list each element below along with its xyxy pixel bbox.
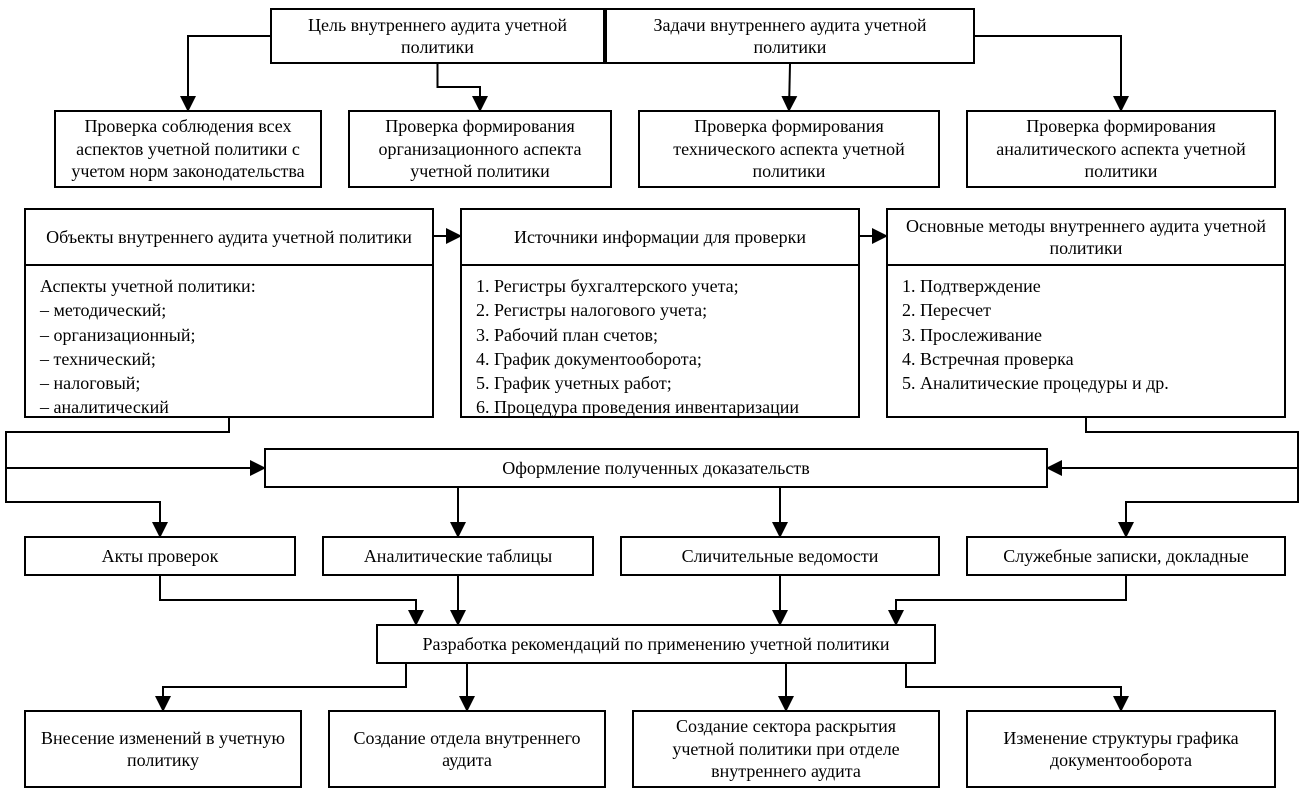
node-recommendations: Разработка рекомендаций по применению уч…	[376, 624, 936, 664]
node-label: Изменение структуры графика документообо…	[978, 727, 1264, 772]
node-tables: Аналитические таблицы	[322, 536, 594, 576]
node-check-analytic-aspect: Проверка формирования аналитического асп…	[966, 110, 1276, 188]
node-label: Проверка формирования технического аспек…	[650, 115, 928, 183]
node-create-dept: Создание отдела внутреннего аудита	[328, 710, 606, 788]
node-change-docflow: Изменение структуры графика документообо…	[966, 710, 1276, 788]
node-sources-body: 1. Регистры бухгалтерского учета; 2. Рег…	[462, 266, 858, 416]
node-objects-body: Аспекты учетной политики: – методический…	[26, 266, 432, 416]
node-label: Проверка формирования организационного а…	[360, 115, 600, 183]
node-check-compliance: Проверка соблюдения всех аспектов учетно…	[54, 110, 322, 188]
node-label: Акты проверок	[102, 545, 219, 568]
flowchart-canvas: Цель внутреннего аудита учетной политики…	[0, 0, 1304, 793]
node-acts: Акты проверок	[24, 536, 296, 576]
node-label: Создание отдела внутреннего аудита	[340, 727, 594, 772]
node-tasks-label: Задачи внутреннего аудита учетной полити…	[617, 14, 963, 59]
node-statements: Сличительные ведомости	[620, 536, 940, 576]
node-label: Разработка рекомендаций по применению уч…	[422, 633, 889, 656]
node-methods: Основные методы внутреннего аудита учетн…	[886, 208, 1286, 418]
node-label: Служебные записки, докладные	[1003, 545, 1249, 568]
node-methods-title: Основные методы внутреннего аудита учетн…	[888, 210, 1284, 266]
node-amend-policy: Внесение изменений в учетную политику	[24, 710, 302, 788]
node-create-sector: Создание сектора раскрытия учетной полит…	[632, 710, 940, 788]
node-label: Внесение изменений в учетную политику	[36, 727, 290, 772]
node-memos: Служебные записки, докладные	[966, 536, 1286, 576]
node-objects-title: Объекты внутреннего аудита учетной полит…	[26, 210, 432, 266]
node-goal: Цель внутреннего аудита учетной политики	[270, 8, 605, 64]
node-objects: Объекты внутреннего аудита учетной полит…	[24, 208, 434, 418]
node-goal-label: Цель внутреннего аудита учетной политики	[282, 14, 593, 59]
node-check-tech-aspect: Проверка формирования технического аспек…	[638, 110, 940, 188]
node-label: Аналитические таблицы	[364, 545, 552, 568]
node-sources: Источники информации для проверки 1. Рег…	[460, 208, 860, 418]
node-label: Создание сектора раскрытия учетной полит…	[644, 715, 928, 783]
node-label: Сличительные ведомости	[682, 545, 879, 568]
node-methods-body: 1. Подтверждение 2. Пересчет 3. Прослежи…	[888, 266, 1284, 416]
node-sources-title: Источники информации для проверки	[462, 210, 858, 266]
node-label: Оформление полученных доказательств	[502, 457, 809, 480]
node-label: Проверка формирования аналитического асп…	[978, 115, 1264, 183]
node-evidence: Оформление полученных доказательств	[264, 448, 1048, 488]
node-label: Проверка соблюдения всех аспектов учетно…	[66, 115, 310, 183]
node-check-org-aspect: Проверка формирования организационного а…	[348, 110, 612, 188]
node-tasks: Задачи внутреннего аудита учетной полити…	[605, 8, 975, 64]
